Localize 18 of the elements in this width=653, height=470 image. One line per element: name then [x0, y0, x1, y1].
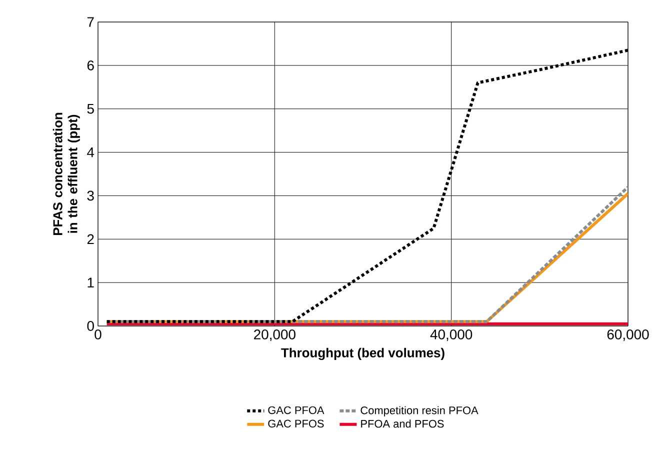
x-tick-label: 40,000 — [430, 330, 472, 342]
y-tick-label: 4 — [87, 147, 94, 158]
y-tick-label: 1 — [88, 278, 94, 288]
legend-label: Competition resin PFOA — [360, 406, 478, 416]
y-tick-label: 3 — [87, 190, 94, 201]
legend-label: PFOA and PFOS — [361, 420, 444, 428]
y-tick-label: 2 — [87, 234, 94, 244]
y-tick-label: 6 — [87, 60, 94, 70]
y-tick-label: 5 — [87, 104, 94, 114]
x-tick-label: 60,000 — [607, 330, 649, 342]
y-tick-label: 7 — [87, 17, 94, 27]
x-axis-title: Throughput (bed volumes) — [281, 348, 444, 360]
legend-label: GAC PFOS — [268, 420, 324, 428]
y-tick-label: 0 — [87, 321, 94, 331]
x-tick-label: 20,000 — [254, 330, 296, 342]
legend-label: GAC PFOA — [268, 406, 324, 414]
x-tick-label: 0 — [94, 330, 102, 340]
y-axis-title: PFAS concentration in the effluent (ppt) — [52, 112, 80, 236]
